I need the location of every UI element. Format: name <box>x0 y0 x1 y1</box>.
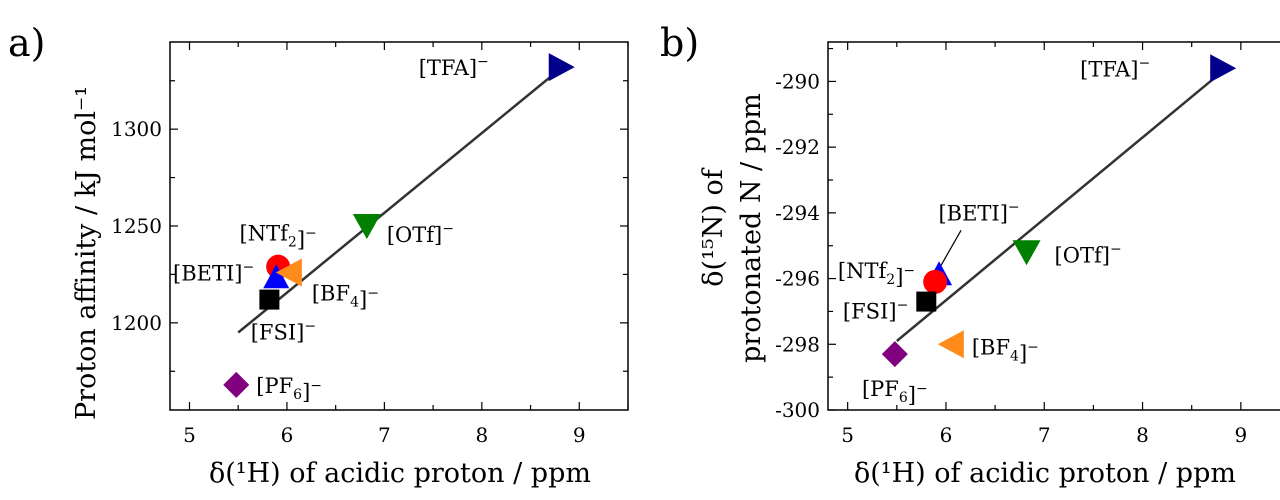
panel-b-y-axis-title-line1: δ(¹⁵N) of <box>698 167 729 286</box>
panel-b-x-axis-title: δ(¹H) of acidic proton / ppm <box>854 458 1236 489</box>
panel-b-y-tick-label: -294 <box>775 201 820 225</box>
panel-b-label-bf4: [BF4]− <box>972 335 1039 365</box>
panel-b-point-ntf2 <box>923 269 948 294</box>
panel-b-y-tick-label: -296 <box>775 267 820 291</box>
panel-b-x-tick-label: 7 <box>1038 423 1051 447</box>
panel-b-plot-area: 5 6 7 8 9 -300 -298 -296 -294 -292 -290 [TFA]− [OTf]… <box>775 41 1280 447</box>
panel-a-y-axis-title-text: Proton affinity / kJ mol⁻¹ <box>71 86 102 420</box>
panel-a-point-beti <box>263 264 290 289</box>
panel-a-x-axis-title: δ(¹H) of acidic proton / ppm <box>209 458 591 489</box>
panel-b-x-tick-label: 9 <box>1234 423 1247 447</box>
panel-b-label-fsi: [FSI]− <box>843 298 908 324</box>
panel-a-point-otf <box>352 214 381 239</box>
panel-a-fit-line <box>237 64 566 334</box>
panel-a-y-axis-title: Proton affinity / kJ mol⁻¹ <box>71 86 102 420</box>
panel-a-label-ntf2: [NTf2]− <box>240 222 317 252</box>
panel-b-leader-beti <box>940 229 962 266</box>
panel-a-label-fsi: [FSI]− <box>251 319 316 345</box>
panel-a-label-tfa: [TFA]− <box>419 54 489 80</box>
panel-a-x-tick-label: 9 <box>573 423 586 447</box>
panel-a-label-pf6: [PF6]− <box>256 374 322 404</box>
panel-b-label-otf: [OTf]− <box>1055 241 1122 267</box>
panel-a-plot-area: 5 6 7 8 9 1200 1250 1300 [TFA]− [OTf]− [NTf2]− [BET… <box>111 41 629 447</box>
panel-b-y-tick-label: -290 <box>775 69 820 93</box>
panel-a-point-bf4 <box>275 258 302 287</box>
panel-b-label-pf6: [PF6]− <box>862 377 928 407</box>
panel-a-point-tfa <box>548 53 575 82</box>
panel-a-letter: a) <box>8 21 45 65</box>
panel-b-axes-frame <box>827 41 1280 411</box>
panel-b-point-tfa <box>1210 54 1237 83</box>
panel-a-label-beti: [BETI]− <box>173 259 254 285</box>
panel-b-letter: b) <box>660 21 699 65</box>
panel-b-point-fsi <box>916 291 937 312</box>
panel-b-fit-line <box>896 67 1227 342</box>
panel-b-y-axis-title-2: protonated N / ppm <box>736 93 767 363</box>
panel-a-y-tick-label: 1200 <box>111 311 162 335</box>
panel-b-x-tick-label: 5 <box>841 423 854 447</box>
panel-a-x-tick-label: 5 <box>183 423 196 447</box>
panel-a-y-tick-label: 1300 <box>111 117 162 141</box>
panel-a-point-fsi <box>259 289 280 310</box>
panel-a-label-bf4: [BF4]− <box>312 281 379 311</box>
panel-a-label-otf: [OTf]− <box>387 221 454 247</box>
panel-b-label-beti: [BETI]− <box>938 199 1019 225</box>
panel-b-point-bf4 <box>937 330 964 359</box>
panel-a-x-tick-label: 7 <box>378 423 391 447</box>
panel-b-x-tick-label: 6 <box>940 423 953 447</box>
panel-a-proton-affinity: a) Proton affinity / kJ mol⁻¹ δ(¹H) of a… <box>8 21 629 489</box>
panel-b-point-otf <box>1012 240 1041 266</box>
panel-a-x-tick-label: 6 <box>281 423 294 447</box>
panel-a-point-pf6 <box>223 371 250 398</box>
panel-b-y-tick-label: -292 <box>775 135 820 159</box>
panel-b-y-tick-label: -300 <box>775 398 820 422</box>
panel-b-x-tick-label: 8 <box>1136 423 1149 447</box>
panel-a-y-tick-label: 1250 <box>111 214 162 238</box>
panel-a-x-tick-label: 8 <box>475 423 488 447</box>
panel-b-y-axis-title-line2: protonated N / ppm <box>736 93 767 363</box>
panel-b-y-tick-label: -298 <box>775 332 820 356</box>
panel-b-label-ntf2: [NTf2]− <box>838 259 915 289</box>
panel-b-y-axis-title: δ(¹⁵N) of <box>698 167 729 286</box>
panel-b-label-tfa: [TFA]− <box>1080 55 1150 81</box>
panel-b-nitrogen-shift: b) δ(¹⁵N) of protonated N / ppm δ(¹H) of… <box>660 21 1280 489</box>
panel-b-point-pf6 <box>881 341 908 368</box>
